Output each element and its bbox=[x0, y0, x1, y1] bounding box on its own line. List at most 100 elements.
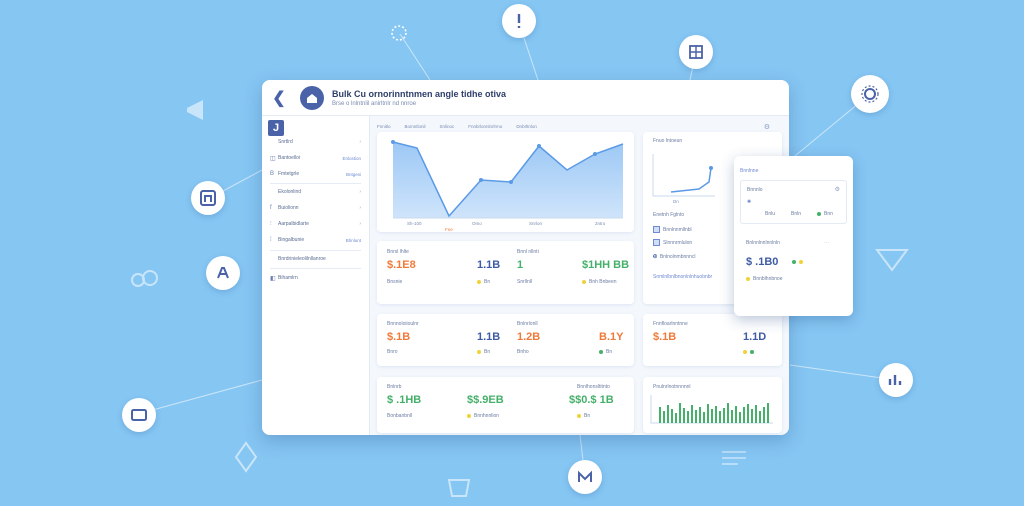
tab-4[interactable]: Fnnbrlonnlnrlrmo bbox=[468, 124, 503, 129]
area-chart-card: Sh-100 Omo Snrlon 2ntro Fne bbox=[377, 132, 634, 232]
kpi-sub: Bn bbox=[577, 413, 590, 419]
sidebar-item-label: Snrtlrd bbox=[278, 139, 293, 145]
kpi-label: Bnnl nllnti bbox=[517, 249, 539, 255]
row-icon bbox=[653, 226, 660, 233]
kpi-value-2: 1.1D bbox=[743, 331, 767, 343]
list-title: Enetnh Fglnto bbox=[653, 212, 685, 218]
tab-5[interactable]: Dnbrltnlon bbox=[516, 124, 537, 129]
panel-value-sub-text: Bnnblhnbnoe bbox=[753, 276, 783, 282]
kpi-label: Bnlnrlonll bbox=[517, 321, 538, 327]
sidebar-item-2[interactable]: ◫ Bantoelloi Enlostion bbox=[270, 152, 361, 164]
chart-area bbox=[393, 142, 623, 218]
list-row[interactable]: Ꞡ Bnlnolnmbnnncl bbox=[653, 254, 695, 260]
gear-icon[interactable]: ⚙ bbox=[763, 124, 770, 131]
kpi-sub-2: Bnh Bnbeen bbox=[582, 279, 617, 285]
tab-3[interactable]: Snlinoc bbox=[439, 124, 455, 129]
node-card-icon bbox=[122, 398, 156, 432]
sidebar-item-6[interactable]: ⫶ Aarpalbidlarte › bbox=[270, 218, 361, 230]
mini-chart-label: Fnuo lntoeun bbox=[653, 138, 683, 144]
window-titlebar: ❮ Bulk Cu ornorinntnmen angle tidhe otiv… bbox=[262, 80, 789, 116]
sidebar-item-label: Fmtetgrle bbox=[278, 171, 300, 177]
kpi-sub-2 bbox=[743, 349, 757, 355]
diamond-icon bbox=[234, 441, 258, 473]
panel-title: Bnlnnlnnlnnlnln bbox=[746, 240, 780, 246]
kpi-value: 1 bbox=[517, 259, 524, 271]
node-gear-icon bbox=[851, 75, 889, 113]
settings-icon[interactable]: ⚙ bbox=[834, 187, 840, 193]
kpi-sub-text: Bn bbox=[484, 349, 491, 355]
b-icon: B bbox=[270, 171, 275, 177]
chip[interactable]: Bnln bbox=[791, 211, 802, 217]
sidebar-item-7[interactable]: ⁞ Bingalbunie Bhnlunt bbox=[270, 234, 361, 246]
mini-chart-axis-label: Dn bbox=[673, 199, 679, 204]
sidebar-item-8[interactable]: Bnrdrinieleolilnllanroe bbox=[270, 253, 361, 265]
back-button[interactable]: ❮ bbox=[272, 89, 286, 107]
mini-chart-line bbox=[670, 167, 712, 193]
kpi-value: $.1B bbox=[387, 331, 411, 343]
kpi-value: $.1B bbox=[653, 331, 677, 343]
gem-icon bbox=[875, 249, 909, 272]
kpi-sub-2: Bn bbox=[477, 279, 490, 285]
sidebar: J Snrtlrd › ◫ Bantoelloi Enlostion B Fmtetgr… bbox=[262, 116, 370, 435]
page-icon: ◧ bbox=[270, 275, 276, 282]
sidebar-item-badge: Bhnlunt bbox=[345, 237, 361, 243]
panel-card: Bnnnlo ⚙ ✺ Bnlu Bnln Bnn bbox=[740, 180, 847, 224]
house-icon bbox=[307, 93, 317, 103]
tab-1[interactable]: Fnnitlo bbox=[377, 124, 391, 129]
sidebar-divider bbox=[270, 268, 361, 269]
list-row[interactable]: Slnnnrmlulon bbox=[653, 239, 692, 246]
sidebar-item-badge: Bntgesi bbox=[345, 171, 361, 177]
sidebar-item-9[interactable]: ◧ Bihamlrn bbox=[270, 272, 361, 284]
sidebar-item-label: Bnrdrinieleolilnllanroe bbox=[278, 256, 326, 262]
chevron-right-icon: › bbox=[359, 139, 361, 145]
sidebar-item-label: Ekolonlind bbox=[278, 189, 302, 195]
kpi-sub-text: Bn bbox=[584, 413, 591, 419]
kpi-card-3: Bnlnrb $ .1HB Bonbanbnll $$.9EB Bnnhnnli… bbox=[377, 377, 634, 433]
chip[interactable]: Bnn bbox=[817, 211, 833, 217]
kpi-sub-text: Bnnhnnlion bbox=[474, 413, 500, 419]
panel-sub: Bnnnlo bbox=[747, 187, 763, 193]
kpi-label: Bnnlhonsltitnto bbox=[577, 384, 610, 390]
sidebar-item-4[interactable]: Ekolonlind › bbox=[270, 186, 361, 198]
sidebar-item-label: Bantoelloi bbox=[278, 155, 300, 161]
tab-2[interactable]: Bomntlonil bbox=[404, 124, 426, 129]
kpi-value-2: 1.1B bbox=[477, 259, 501, 271]
kpi-sub-text: Bnh Bnbeen bbox=[589, 279, 617, 285]
chart-x-tick: Snrlon bbox=[529, 221, 543, 226]
kpi-sub-2: Bn bbox=[477, 349, 490, 355]
kpi-sub-2: Bn bbox=[599, 349, 612, 355]
dots-icon: ⫶ bbox=[270, 220, 272, 227]
row-icon bbox=[653, 239, 660, 246]
chip-label: Bnn bbox=[824, 211, 833, 217]
chart-point bbox=[509, 180, 513, 184]
megaphone-icon bbox=[187, 100, 203, 120]
kpi-value-2: 1.1B bbox=[477, 331, 501, 343]
area-chart: Sh-100 Omo Snrlon 2ntro Fne bbox=[391, 140, 624, 232]
node-chart-icon bbox=[879, 363, 913, 397]
sidebar-item-3[interactable]: B Fmtetgrle Bntgesi bbox=[270, 168, 361, 180]
kpi-sub: Bnho bbox=[517, 349, 529, 355]
list-row[interactable]: Bnnlnnmllnbl bbox=[653, 226, 692, 233]
lines-icon bbox=[722, 451, 746, 465]
sidebar-item-1[interactable]: Snrtlrd › bbox=[270, 136, 361, 148]
kpi-value-2: $$.9EB bbox=[467, 394, 504, 406]
panel-value: $ .1B0 bbox=[746, 256, 779, 268]
kpi-value: $$0.$ 1B bbox=[569, 394, 614, 406]
kpi-card-right: Fnnfloarlnntnne $.1B 1.1D bbox=[643, 314, 782, 366]
kpi-card-2: Bnnnoloiioulnr $.1B Bnro 1.1B Bn Bnlnrlo… bbox=[377, 314, 634, 366]
kpi-card-1: Bnrsl lhlte $.1E8 Bnsnie 1.1B Bn Bnnl nl… bbox=[377, 241, 634, 304]
sidebar-item-label: Bihamlrn bbox=[278, 275, 298, 281]
kpi-label: Bnrsl lhlte bbox=[387, 249, 409, 255]
node-grid-icon bbox=[679, 35, 713, 69]
kpi-sub: Snrllnll bbox=[517, 279, 533, 285]
chart-bottom-label: Fne bbox=[445, 227, 453, 232]
floating-detail-panel: Bnnlnne Bnnnlo ⚙ ✺ Bnlu Bnln Bnn Bnlnnln… bbox=[734, 156, 853, 316]
more-icon[interactable]: ⋯ bbox=[824, 240, 829, 246]
sidebar-item-5[interactable]: f Buiolionn › bbox=[270, 202, 361, 214]
dashboard-window: ❮ Bulk Cu ornorinntnmen angle tidhe otiv… bbox=[262, 80, 789, 435]
kpi-value-2: $1HH BB bbox=[582, 259, 630, 271]
tab-bar: Fnnitlo Bomntlonil Snlinoc Fnnbrlonnlnrl… bbox=[377, 124, 537, 134]
kpi-sub: Bonbanbnll bbox=[387, 413, 413, 419]
sidebar-logo[interactable]: J bbox=[268, 120, 284, 136]
chip[interactable]: Bnlu bbox=[765, 211, 776, 217]
